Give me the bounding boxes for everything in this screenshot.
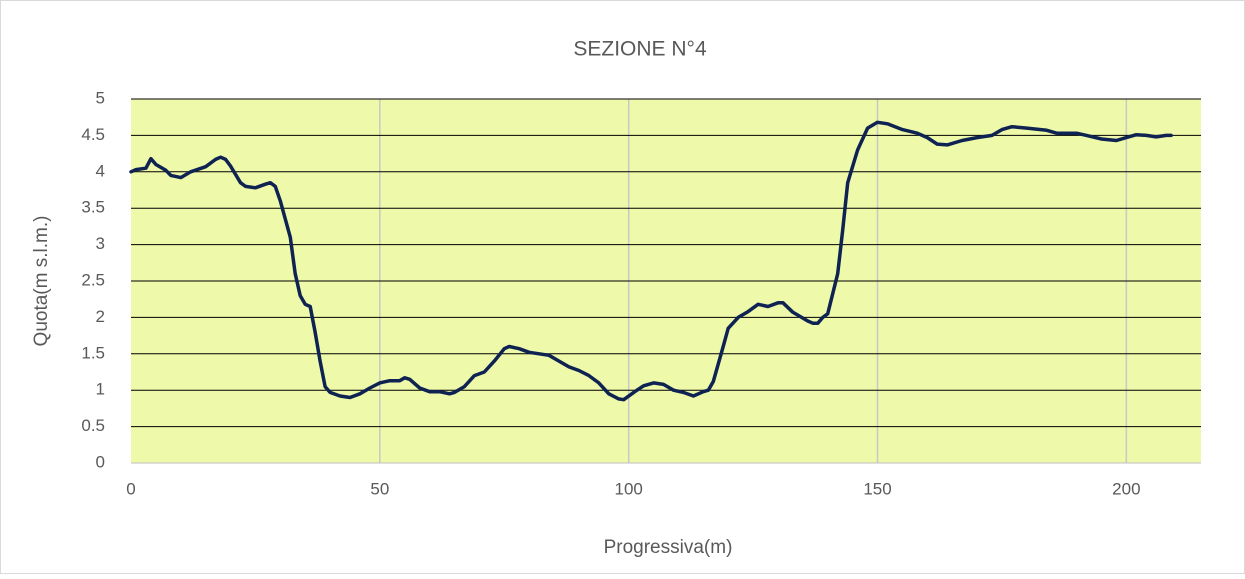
y-tick-label: 3 xyxy=(96,234,105,253)
y-tick-label: 0.5 xyxy=(81,416,105,435)
y-tick-label: 0 xyxy=(96,452,105,471)
line-series xyxy=(129,120,1173,402)
y-tick-label: 5 xyxy=(96,88,105,107)
y-tick-label: 4 xyxy=(96,161,105,180)
x-axis-label: Progressiva(m) xyxy=(604,537,733,558)
x-tick-label: 100 xyxy=(614,479,642,498)
x-tick-label: 50 xyxy=(370,479,389,498)
y-tick-label: 2 xyxy=(96,307,105,326)
y-tick-label: 4.5 xyxy=(81,125,105,144)
x-tick-label: 200 xyxy=(1112,479,1140,498)
x-tick-label: 150 xyxy=(863,479,891,498)
x-tick-label: 0 xyxy=(126,479,135,498)
y-tick-label: 3.5 xyxy=(81,198,105,217)
y-tick-label: 1.5 xyxy=(81,343,105,362)
y-axis-label: Quota(m s.l.m.) xyxy=(31,216,52,347)
y-tick-label: 1 xyxy=(96,380,105,399)
chart-title: SEZIONE N°4 xyxy=(573,38,707,61)
y-tick-label: 2.5 xyxy=(81,270,105,289)
